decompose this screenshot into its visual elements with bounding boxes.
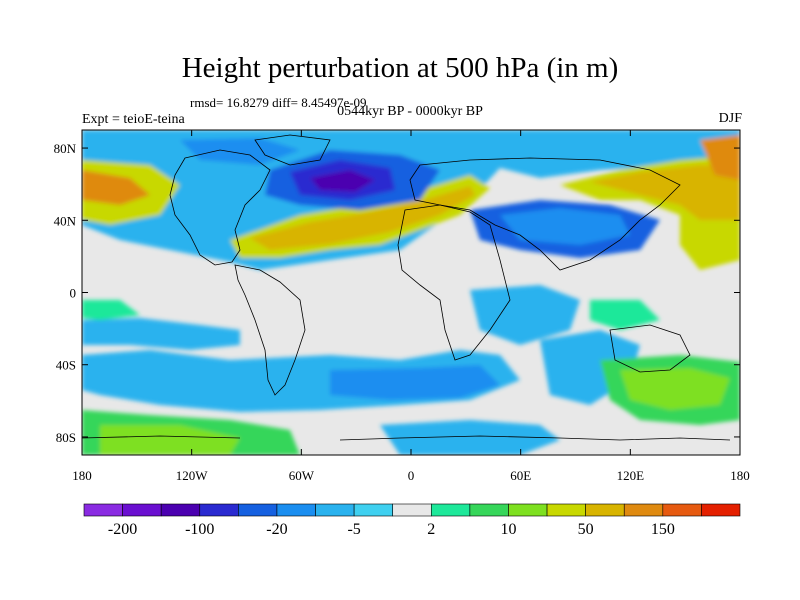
lon-label: 180: [730, 468, 750, 483]
colorbar-swatch: [122, 503, 162, 517]
contour-field: [82, 130, 740, 455]
coastlines: [82, 134, 731, 441]
colorbar-swatch: [238, 503, 278, 517]
colorbar-swatch: [392, 503, 432, 517]
colorbar-swatch: [199, 503, 239, 517]
colorbar-label: 10: [500, 521, 516, 538]
colorbar-swatch: [160, 503, 201, 517]
colorbar-swatch: [469, 503, 509, 517]
colorbar-label: 150: [651, 521, 675, 538]
colorbar-label: 50: [578, 521, 594, 538]
lon-label: 180: [72, 468, 92, 483]
colorbar-swatch: [701, 503, 741, 517]
colorbar-swatch: [315, 503, 355, 517]
figure-title: Height perturbation at 500 hPa (in m): [181, 52, 619, 84]
colorbar-swatch: [662, 503, 702, 517]
axis-ticks: 80N 40N 0 40S 80S 180 120W 60W 0 60E 120E 180: [54, 130, 750, 483]
colorbar-swatch: [276, 503, 316, 517]
lat-label: 80N: [54, 141, 77, 156]
colorbar: -200 -100 -20 -5 2 10 50 150: [83, 503, 741, 538]
colorbar-swatch: [546, 503, 586, 517]
colorbar-label: -5: [347, 521, 360, 538]
lon-label: 120W: [176, 468, 209, 483]
experiment-label: Expt = teioE-teina: [82, 112, 185, 127]
lat-label: 0: [70, 286, 77, 301]
lat-label: 80S: [56, 430, 76, 445]
lon-label: 120E: [617, 468, 645, 483]
colorbar-swatch: [430, 503, 471, 517]
colorbar-label: 2: [427, 521, 435, 538]
period-text: 0544kyr BP - 0000kyr BP: [337, 104, 483, 119]
lat-label: 40S: [56, 358, 76, 373]
colorbar-swatch: [585, 503, 625, 517]
colorbar-label: -20: [266, 521, 287, 538]
colorbar-swatch: [83, 503, 123, 517]
season-label: DJF: [718, 111, 742, 126]
lon-label: 60E: [510, 468, 531, 483]
colorbar-swatch: [353, 503, 394, 517]
stats-text: rmsd= 16.8279 diff= 8.45497e-09: [190, 95, 367, 110]
colorbar-label: -200: [108, 521, 137, 538]
colorbar-swatch: [623, 503, 664, 517]
colorbar-label: -100: [185, 521, 214, 538]
lon-label: 60W: [289, 468, 315, 483]
lon-label: 0: [408, 468, 415, 483]
colorbar-swatch: [508, 503, 548, 517]
lat-label: 40N: [54, 213, 77, 228]
